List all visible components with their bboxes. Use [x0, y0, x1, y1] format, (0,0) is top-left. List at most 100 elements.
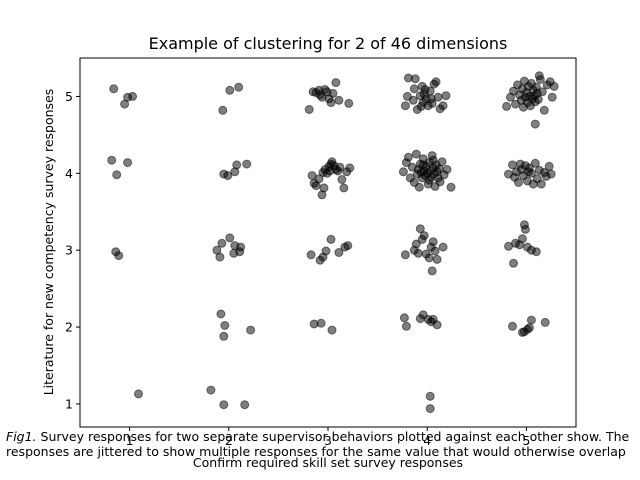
- y-tick-label: 4: [65, 166, 73, 181]
- data-point: [547, 92, 557, 102]
- figure-caption: Fig1. Survey responses for two separate …: [6, 429, 636, 459]
- data-point: [242, 159, 252, 169]
- y-tick-label: 3: [65, 243, 73, 258]
- data-point: [537, 87, 547, 97]
- data-point: [442, 165, 452, 174]
- data-point: [306, 250, 316, 260]
- y-axis-label: Literature for new competency survey res…: [41, 89, 56, 396]
- x-tick-label: 1: [126, 433, 134, 448]
- data-point: [533, 95, 543, 104]
- data-point: [411, 239, 421, 249]
- data-point: [431, 77, 441, 87]
- data-point: [400, 250, 410, 260]
- data-point: [321, 246, 331, 256]
- data-point: [304, 105, 314, 114]
- data-point: [544, 161, 554, 171]
- x-tick-label: 3: [324, 433, 332, 448]
- x-tick-label: 5: [522, 433, 530, 448]
- data-point: [427, 266, 437, 276]
- data-point: [514, 178, 523, 187]
- data-point: [426, 94, 436, 104]
- data-point: [225, 85, 235, 95]
- data-point: [326, 98, 336, 108]
- data-point: [223, 171, 233, 181]
- caption-text: Survey responses for two separate superv…: [6, 429, 630, 459]
- y-tick-label: 5: [65, 89, 73, 104]
- data-point: [399, 313, 409, 323]
- data-point: [441, 91, 451, 101]
- data-point: [339, 183, 349, 193]
- scatter-points: [107, 71, 559, 414]
- data-point: [523, 167, 533, 177]
- data-point: [446, 182, 456, 192]
- data-point: [438, 242, 448, 252]
- data-point: [345, 163, 355, 173]
- data-point: [435, 177, 445, 187]
- data-point: [240, 400, 250, 410]
- data-point: [424, 253, 434, 263]
- data-point: [530, 119, 540, 129]
- data-point: [327, 325, 337, 335]
- data-point: [220, 321, 230, 330]
- data-point: [334, 248, 344, 257]
- data-point: [344, 98, 354, 108]
- data-point: [334, 95, 344, 105]
- data-point: [437, 157, 447, 167]
- data-point: [432, 254, 442, 264]
- data-point: [546, 169, 556, 179]
- data-point: [509, 258, 518, 268]
- data-point: [517, 234, 527, 244]
- data-point: [219, 331, 229, 341]
- data-point: [218, 105, 228, 115]
- data-point: [425, 404, 435, 414]
- data-point: [536, 179, 546, 189]
- data-point: [319, 183, 329, 193]
- data-point: [232, 160, 242, 170]
- figure-label: Fig1.: [6, 429, 37, 444]
- chart-title: Example of clustering for 2 of 46 dimens…: [149, 34, 508, 53]
- data-point: [420, 85, 430, 94]
- data-point: [114, 251, 124, 261]
- data-point: [413, 248, 423, 258]
- data-point: [112, 170, 122, 180]
- data-point: [408, 95, 418, 105]
- data-point: [520, 224, 530, 234]
- data-point: [418, 160, 428, 170]
- data-point: [246, 325, 256, 335]
- data-point: [530, 158, 540, 168]
- data-point: [400, 101, 410, 111]
- data-point: [524, 323, 534, 333]
- data-point: [128, 91, 138, 101]
- data-point: [331, 78, 341, 88]
- data-point: [206, 385, 216, 395]
- data-point: [409, 84, 419, 94]
- data-point: [335, 162, 345, 172]
- data-point: [403, 152, 413, 162]
- data-point: [549, 81, 559, 91]
- data-point: [314, 85, 324, 95]
- data-point: [534, 71, 544, 81]
- data-point: [410, 74, 420, 84]
- data-point: [234, 82, 244, 92]
- data-point: [539, 105, 549, 115]
- data-point: [219, 400, 229, 410]
- data-point: [216, 309, 226, 319]
- data-point: [432, 320, 442, 330]
- data-point: [134, 389, 143, 399]
- data-point: [411, 149, 421, 159]
- data-point: [107, 155, 117, 165]
- data-point: [502, 101, 512, 111]
- data-point: [526, 315, 536, 325]
- x-axis-label: Confirm required skill set survey respon…: [193, 455, 463, 470]
- data-point: [438, 101, 448, 111]
- data-point: [430, 246, 440, 256]
- data-point: [428, 155, 438, 165]
- data-point: [531, 247, 541, 257]
- data-point: [316, 318, 326, 328]
- x-tick-label: 2: [225, 433, 233, 448]
- data-point: [343, 241, 353, 251]
- data-point: [236, 242, 246, 252]
- data-point: [416, 101, 426, 111]
- data-point: [401, 321, 411, 331]
- data-point: [419, 231, 429, 241]
